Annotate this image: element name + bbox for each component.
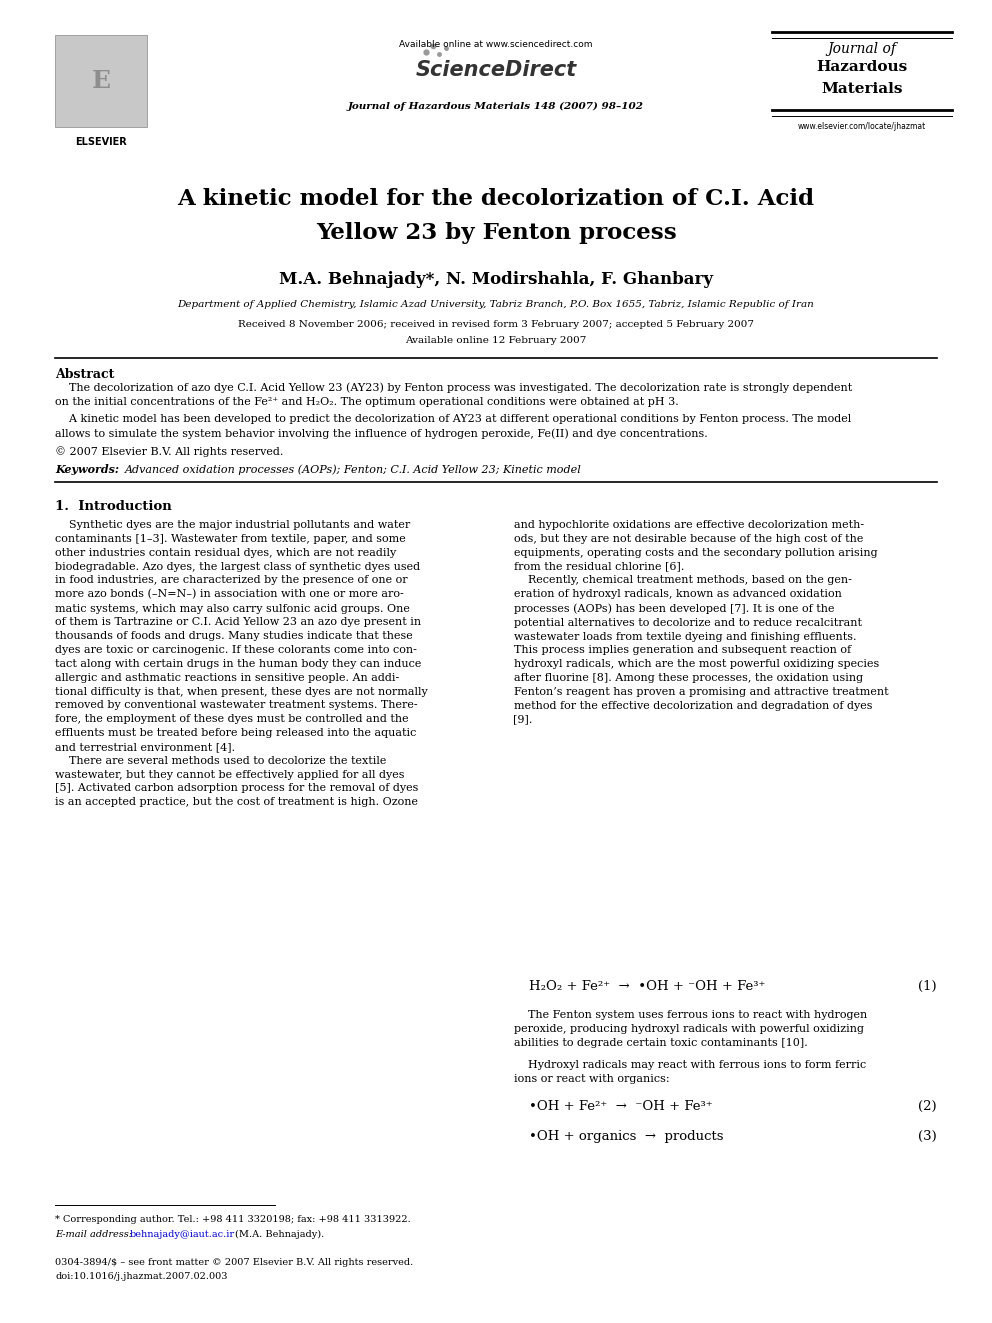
Text: Received 8 November 2006; received in revised form 3 February 2007; accepted 5 F: Received 8 November 2006; received in re… bbox=[238, 320, 754, 329]
Text: Materials: Materials bbox=[821, 82, 903, 97]
Bar bbox=[55, 34, 147, 127]
Text: Abstract: Abstract bbox=[55, 368, 114, 381]
Text: behnajady@iaut.ac.ir: behnajady@iaut.ac.ir bbox=[130, 1230, 235, 1240]
Text: E-mail address:: E-mail address: bbox=[55, 1230, 132, 1240]
Text: H₂O₂ + Fe²⁺  →  •OH + ⁻OH + Fe³⁺: H₂O₂ + Fe²⁺ → •OH + ⁻OH + Fe³⁺ bbox=[529, 980, 765, 994]
Text: Yellow 23 by Fenton process: Yellow 23 by Fenton process bbox=[315, 222, 677, 243]
Text: Advanced oxidation processes (AOPs); Fenton; C.I. Acid Yellow 23; Kinetic model: Advanced oxidation processes (AOPs); Fen… bbox=[125, 464, 581, 475]
Text: Synthetic dyes are the major industrial pollutants and water
contaminants [1–3].: Synthetic dyes are the major industrial … bbox=[55, 520, 428, 807]
Text: doi:10.1016/j.jhazmat.2007.02.003: doi:10.1016/j.jhazmat.2007.02.003 bbox=[55, 1271, 227, 1281]
Text: ELSEVIER: ELSEVIER bbox=[75, 138, 127, 147]
Text: 1.  Introduction: 1. Introduction bbox=[55, 500, 172, 513]
Text: (3): (3) bbox=[919, 1130, 937, 1143]
Text: The decolorization of azo dye C.I. Acid Yellow 23 (AY23) by Fenton process was i: The decolorization of azo dye C.I. Acid … bbox=[55, 382, 852, 406]
Text: © 2007 Elsevier B.V. All rights reserved.: © 2007 Elsevier B.V. All rights reserved… bbox=[55, 446, 284, 456]
Text: M.A. Behnajady*, N. Modirshahla, F. Ghanbary: M.A. Behnajady*, N. Modirshahla, F. Ghan… bbox=[279, 271, 713, 288]
Text: A kinetic model for the decolorization of C.I. Acid: A kinetic model for the decolorization o… bbox=[178, 188, 814, 210]
Text: Available online at www.sciencedirect.com: Available online at www.sciencedirect.co… bbox=[399, 40, 593, 49]
Text: Hydroxyl radicals may react with ferrous ions to form ferric
ions or react with : Hydroxyl radicals may react with ferrous… bbox=[514, 1060, 866, 1084]
Text: The Fenton system uses ferrous ions to react with hydrogen
peroxide, producing h: The Fenton system uses ferrous ions to r… bbox=[514, 1009, 867, 1048]
Text: and hypochlorite oxidations are effective decolorization meth-
ods, but they are: and hypochlorite oxidations are effectiv… bbox=[514, 520, 888, 725]
Text: Keywords:: Keywords: bbox=[55, 464, 119, 475]
Text: E: E bbox=[91, 69, 110, 93]
Text: Available online 12 February 2007: Available online 12 February 2007 bbox=[406, 336, 586, 345]
Text: * Corresponding author. Tel.: +98 411 3320198; fax: +98 411 3313922.: * Corresponding author. Tel.: +98 411 33… bbox=[55, 1215, 411, 1224]
Text: Department of Applied Chemistry, Islamic Azad University, Tabriz Branch, P.O. Bo: Department of Applied Chemistry, Islamic… bbox=[178, 300, 814, 310]
Text: Hazardous: Hazardous bbox=[816, 60, 908, 74]
Text: (2): (2) bbox=[919, 1099, 937, 1113]
Text: 0304-3894/$ – see front matter © 2007 Elsevier B.V. All rights reserved.: 0304-3894/$ – see front matter © 2007 El… bbox=[55, 1258, 414, 1267]
Text: Journal of: Journal of bbox=[827, 42, 897, 56]
Text: (M.A. Behnajady).: (M.A. Behnajady). bbox=[235, 1230, 324, 1240]
Text: •OH + Fe²⁺  →  ⁻OH + Fe³⁺: •OH + Fe²⁺ → ⁻OH + Fe³⁺ bbox=[529, 1099, 712, 1113]
Text: (1): (1) bbox=[919, 980, 937, 994]
Text: A kinetic model has been developed to predict the decolorization of AY23 at diff: A kinetic model has been developed to pr… bbox=[55, 414, 851, 439]
Text: ScienceDirect: ScienceDirect bbox=[416, 60, 576, 79]
Text: www.elsevier.com/locate/jhazmat: www.elsevier.com/locate/jhazmat bbox=[798, 122, 927, 131]
Text: Journal of Hazardous Materials 148 (2007) 98–102: Journal of Hazardous Materials 148 (2007… bbox=[348, 102, 644, 111]
Text: •OH + organics  →  products: •OH + organics → products bbox=[529, 1130, 723, 1143]
